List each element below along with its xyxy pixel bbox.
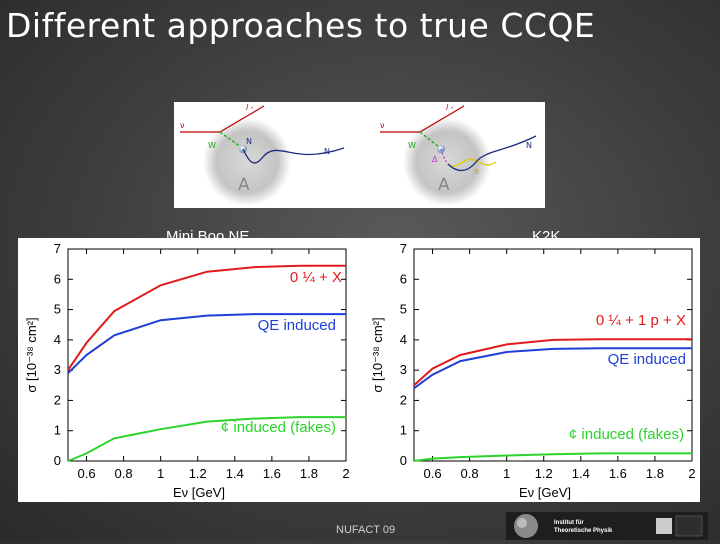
slide-title: Different approaches to true CCQE (6, 6, 596, 45)
series-annotation: 0 ¼ + 1 p + X (596, 312, 686, 329)
x-tick-label: 0.6 (423, 466, 441, 481)
plot-background (18, 238, 700, 502)
y-tick-label: 3 (54, 362, 61, 377)
svg-text:Theoretische Physik: Theoretische Physik (554, 528, 613, 534)
x-tick-label: 0.8 (461, 466, 479, 481)
nu-label: ν (180, 121, 185, 130)
nucleus-blob-2 (403, 118, 491, 206)
nucleus-blob (203, 118, 291, 206)
x-tick-label: 1 (157, 466, 164, 481)
y-tick-label: 7 (400, 241, 407, 256)
series-line (413, 347, 692, 390)
y-tick-label: 6 (400, 271, 407, 286)
plot-frame (67, 248, 347, 462)
x-tick-label: 1.4 (572, 466, 590, 481)
series-line (67, 416, 346, 462)
y-tick-label: 4 (54, 332, 61, 347)
x-tick-label: 1.6 (263, 466, 281, 481)
svg-text:Institut für: Institut für (554, 520, 584, 526)
series-annotation: QE induced (608, 351, 686, 368)
x-tick-label: 1.2 (189, 466, 207, 481)
delta-diagram: ν l - W Δ π N A (380, 103, 537, 206)
y-tick-label: 0 (54, 453, 61, 468)
x-tick-label: 1.8 (300, 466, 318, 481)
y-tick-label: 6 (54, 271, 61, 286)
series-line (413, 452, 692, 462)
y-tick-label: 4 (400, 332, 407, 347)
conference-label: NUFACT 09 (336, 524, 396, 536)
x-tick-label: 0.8 (115, 466, 133, 481)
y-tick-label: 5 (400, 302, 407, 317)
y-axis-label: σ [10⁻³⁸ cm²] (24, 317, 39, 392)
x-tick-label: 1.2 (535, 466, 553, 481)
y-tick-label: 3 (400, 362, 407, 377)
series-annotation: QE induced (258, 317, 336, 334)
y-tick-label: 2 (54, 392, 61, 407)
nucleon-track (242, 147, 345, 164)
series-annotation: ¢ induced (fakes) (569, 426, 684, 443)
svg-text:Δ: Δ (432, 155, 438, 164)
n-out-label: N (324, 147, 330, 156)
y-tick-label: 5 (54, 302, 61, 317)
series-annotation: 0 ¼ + X (290, 269, 342, 286)
qe-diagram: ν l - W N N A (180, 103, 345, 206)
y-tick-label: 2 (400, 392, 407, 407)
x-tick-label: 2 (688, 466, 695, 481)
y-axis-label: σ [10⁻³⁸ cm²] (370, 317, 385, 392)
svg-text:l -: l - (446, 103, 454, 112)
svg-text:A: A (438, 175, 450, 195)
x-tick-label: 0.6 (77, 466, 95, 481)
series-annotation: ¢ induced (fakes) (221, 419, 336, 436)
series-line (67, 313, 346, 374)
x-tick-label: 1 (503, 466, 510, 481)
plot-frame (413, 248, 693, 462)
institute-logo: Institut für Theoretische Physik (506, 512, 708, 540)
x-tick-label: 2 (342, 466, 349, 481)
w-label: W (208, 141, 216, 150)
interaction-diagram: ν l - W N N A ν l - W Δ π N A (174, 102, 545, 208)
a-label: A (238, 175, 250, 195)
pion-track (447, 158, 497, 167)
x-axis-label: Eν [GeV] (173, 485, 225, 500)
y-tick-label: 0 (400, 453, 407, 468)
x-axis-label: Eν [GeV] (519, 485, 571, 500)
svg-text:π: π (474, 167, 479, 176)
svg-text:ν: ν (380, 121, 385, 130)
y-tick-label: 7 (54, 241, 61, 256)
w-boson-line (219, 131, 242, 148)
lepton-label: l - (246, 103, 254, 112)
n-in-label: N (246, 137, 252, 146)
svg-text:N: N (526, 141, 532, 150)
series-line (67, 264, 346, 371)
x-tick-label: 1.6 (609, 466, 627, 481)
lepton-line (219, 105, 265, 133)
x-tick-label: 1.4 (226, 466, 244, 481)
y-tick-label: 1 (54, 423, 61, 438)
svg-text:W: W (408, 141, 416, 150)
y-tick-label: 1 (400, 423, 407, 438)
x-tick-label: 1.8 (646, 466, 664, 481)
series-line (413, 338, 692, 387)
